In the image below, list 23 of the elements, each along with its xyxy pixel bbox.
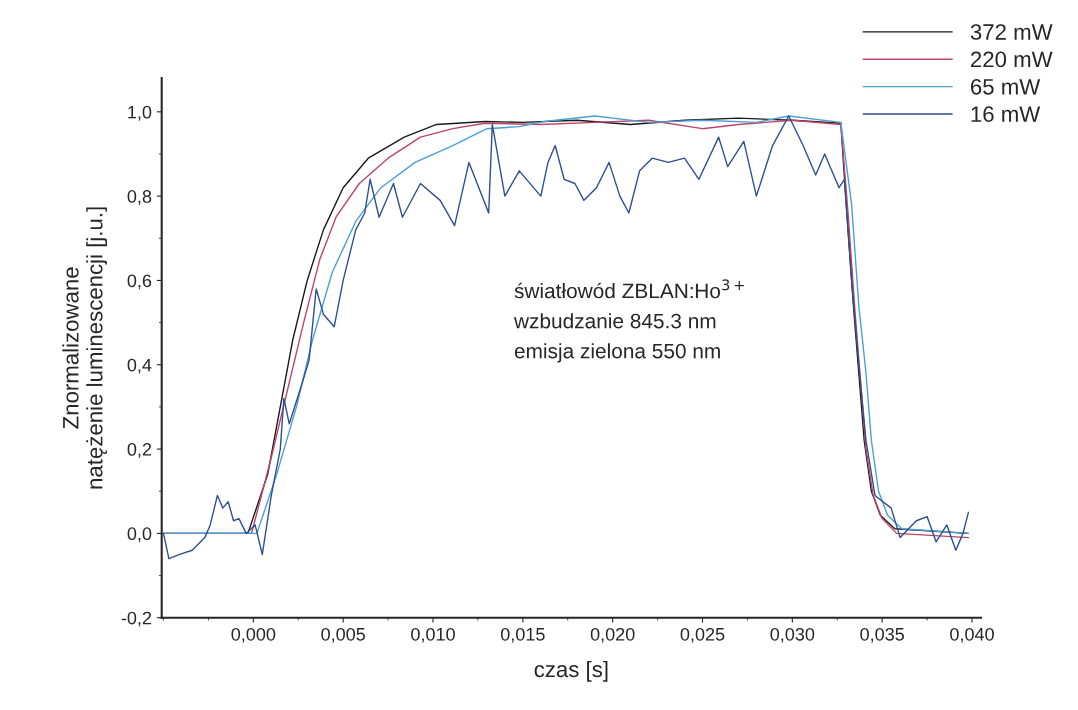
- y-tick-label: 0,8: [127, 190, 152, 205]
- legend-label: 220 mW: [971, 51, 1053, 68]
- y-tick-label: 1,0: [128, 105, 152, 121]
- text: światłowód ZBLAN:Ho$^{3+}$ wzbudzanie 845.3 nm emisja zielona 550 nm: [513, 279, 744, 363]
- x-tick-label: 0,030: [770, 627, 815, 643]
- x-tick-label: 0,025: [680, 627, 725, 643]
- x-tick-label: 0,040: [950, 627, 994, 643]
- y-tick-label: 0,2: [127, 443, 152, 458]
- x-tick-label: 0,015: [500, 627, 545, 643]
- y-tick-label: 0,6: [127, 274, 152, 290]
- x-axis-title: czas [s]: [534, 660, 608, 682]
- legend-label: 65 mW: [971, 78, 1041, 95]
- x-tick-label: 0,035: [860, 627, 904, 643]
- legend-label: 16 mW: [971, 106, 1041, 123]
- y-axis-title: Znormalizowane natężenie luminescencji [j.u.]: [62, 207, 107, 489]
- x-tick-label: 0,010: [411, 627, 455, 643]
- y-tick-label: 0,4: [127, 358, 152, 374]
- x-tick-label: 0,020: [590, 627, 635, 643]
- y-tick-label: -0,2: [121, 611, 152, 627]
- y-tick-label: 0,0: [127, 527, 152, 543]
- legend-label: 372 mW: [970, 24, 1053, 40]
- x-tick-label: 0,000: [231, 627, 276, 643]
- x-tick-label: 0,005: [321, 627, 365, 643]
